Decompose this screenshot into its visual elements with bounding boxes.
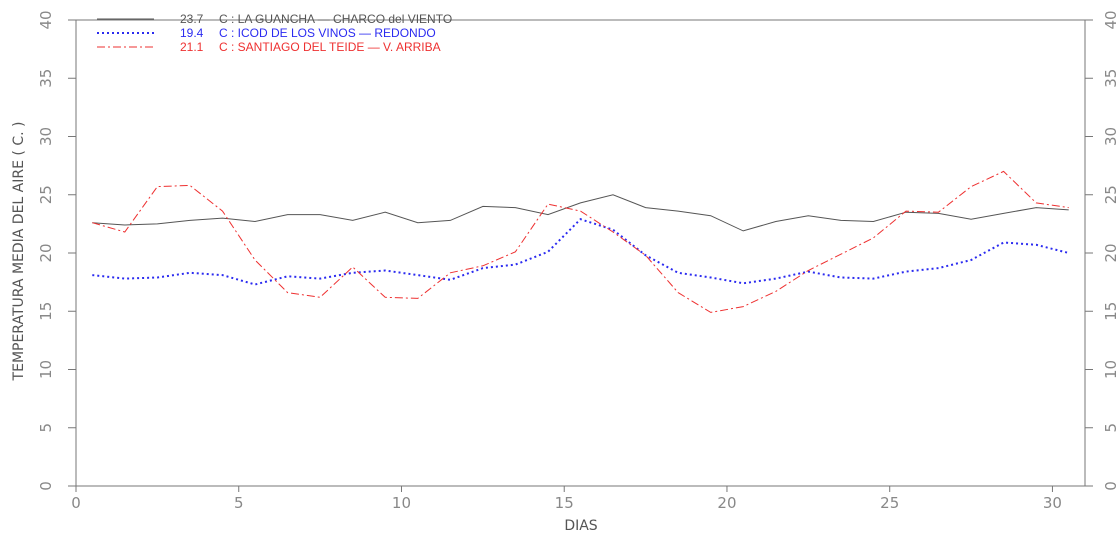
x-tick-label: 10 xyxy=(392,494,411,512)
left-y-tick-label: 25 xyxy=(37,185,55,204)
x-axis-title: DIAS xyxy=(564,518,597,534)
x-tick-label: 30 xyxy=(1043,494,1062,512)
x-tick-label: 25 xyxy=(880,494,899,512)
y-axis-title: TEMPERATURA MEDIA DEL AIRE ( C. ) xyxy=(11,122,27,382)
left-y-axis: 0 5 10 15 20 25 30 35 40 xyxy=(37,10,76,490)
left-y-tick-label: 20 xyxy=(37,243,55,262)
right-y-axis: 0 5 10 15 20 25 30 35 40 xyxy=(1085,10,1116,490)
left-y-tick-label: 35 xyxy=(37,69,55,88)
x-tick-label: 20 xyxy=(717,494,736,512)
x-tick-label: 5 xyxy=(234,494,244,512)
left-y-tick-label: 10 xyxy=(37,360,55,379)
left-y-tick-label: 0 xyxy=(37,481,55,491)
right-y-tick-label: 10 xyxy=(1102,360,1116,379)
legend-value: 21.1 xyxy=(180,40,204,54)
legend-value: 19.4 xyxy=(180,26,204,40)
right-y-tick-label: 40 xyxy=(1102,10,1116,29)
x-tick-label: 15 xyxy=(555,494,574,512)
plot-border xyxy=(76,20,1085,486)
legend-label: C : ICOD DE LOS VINOS — REDONDO xyxy=(219,26,436,40)
legend-label: C : LA GUANCHA — CHARCO del VIENTO xyxy=(219,12,452,26)
series-line-1 xyxy=(92,195,1068,231)
series-line-3 xyxy=(92,171,1068,312)
right-y-tick-label: 30 xyxy=(1102,127,1116,146)
plot-frame xyxy=(76,20,1085,486)
left-y-tick-label: 5 xyxy=(37,423,55,433)
left-y-tick-label: 40 xyxy=(37,10,55,29)
legend: 23.7 C : LA GUANCHA — CHARCO del VIENTO 19… xyxy=(97,12,452,54)
right-y-tick-label: 5 xyxy=(1102,423,1116,433)
right-y-tick-label: 15 xyxy=(1102,302,1116,321)
legend-value: 23.7 xyxy=(180,12,204,26)
legend-label: C : SANTIAGO DEL TEIDE — V. ARRIBA xyxy=(219,40,441,54)
x-axis: 0 5 10 15 20 25 30 xyxy=(71,486,1062,512)
series-lines xyxy=(92,171,1068,312)
right-y-tick-label: 0 xyxy=(1102,481,1116,491)
right-y-tick-label: 35 xyxy=(1102,69,1116,88)
right-y-tick-label: 25 xyxy=(1102,185,1116,204)
left-y-tick-label: 30 xyxy=(37,127,55,146)
left-y-tick-label: 15 xyxy=(37,302,55,321)
x-tick-label: 0 xyxy=(71,494,81,512)
series-line-2 xyxy=(92,219,1068,284)
right-y-tick-label: 20 xyxy=(1102,243,1116,262)
